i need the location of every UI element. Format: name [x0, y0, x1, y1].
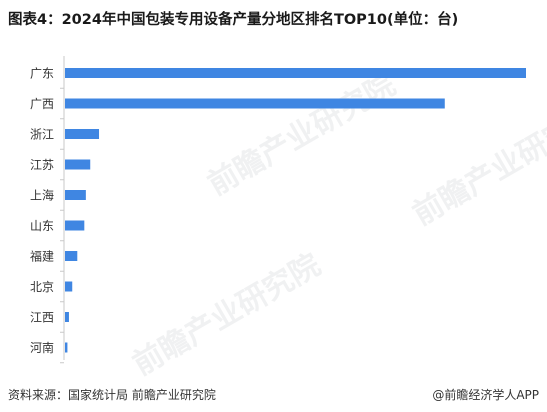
category-label: 河南: [30, 340, 54, 355]
chart-title: 图表4：2024年中国包装专用设备产量分地区排名TOP10(单位：台): [8, 12, 459, 28]
bar-上海: [65, 190, 86, 200]
category-label: 广西: [30, 97, 54, 111]
bar-北京: [65, 281, 73, 292]
category-label: 江西: [30, 311, 54, 325]
category-label: 江苏: [30, 158, 54, 172]
bar-山东: [65, 220, 85, 231]
source-note: 资料来源：国家统计局 前瞻产业研究院: [8, 388, 216, 402]
brand-credit: @前瞻经济学人APP: [432, 388, 539, 402]
category-label: 上海: [30, 188, 54, 203]
bar-浙江: [65, 129, 100, 139]
category-label: 山东: [30, 219, 54, 233]
bar-广西: [65, 98, 445, 109]
bar-江苏: [65, 159, 91, 170]
bar-江西: [65, 312, 69, 322]
bar-河南: [65, 342, 68, 353]
category-label: 北京: [30, 280, 54, 294]
category-label: 广东: [30, 67, 54, 81]
category-label: 福建: [30, 249, 54, 264]
bar-福建: [65, 251, 78, 261]
bar-广东: [65, 68, 526, 78]
category-label: 浙江: [30, 128, 54, 142]
